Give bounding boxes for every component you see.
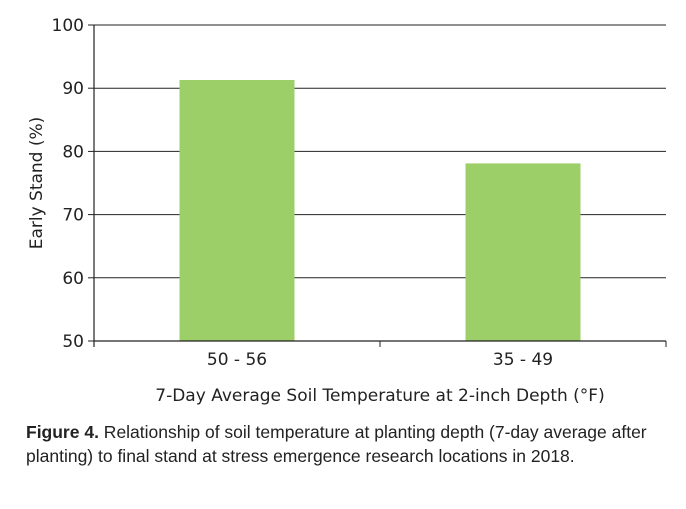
y-tick-label: 70 — [62, 206, 84, 226]
y-tick-label: 50 — [62, 332, 84, 352]
x-tick-label: 50 - 56 — [207, 350, 267, 370]
y-tick-label: 100 — [52, 16, 84, 36]
x-tick-label: 35 - 49 — [493, 350, 553, 370]
y-tick-label: 80 — [62, 142, 84, 162]
bar — [179, 79, 295, 341]
caption-text: Relationship of soil temperature at plan… — [26, 422, 647, 466]
caption-label: Figure 4. — [26, 422, 99, 442]
x-axis-label: 7-Day Average Soil Temperature at 2-inch… — [155, 386, 604, 406]
figure-caption: Figure 4. Relationship of soil temperatu… — [26, 420, 666, 468]
bar — [465, 163, 581, 341]
y-axis-label: Early Stand (%) — [27, 117, 47, 250]
y-tick-label: 90 — [62, 79, 84, 99]
y-tick-label: 60 — [62, 269, 84, 289]
bar-chart: 50 60 70 80 90 100 50 - 56 35 - 49 7-Day Averag… — [27, 16, 667, 406]
